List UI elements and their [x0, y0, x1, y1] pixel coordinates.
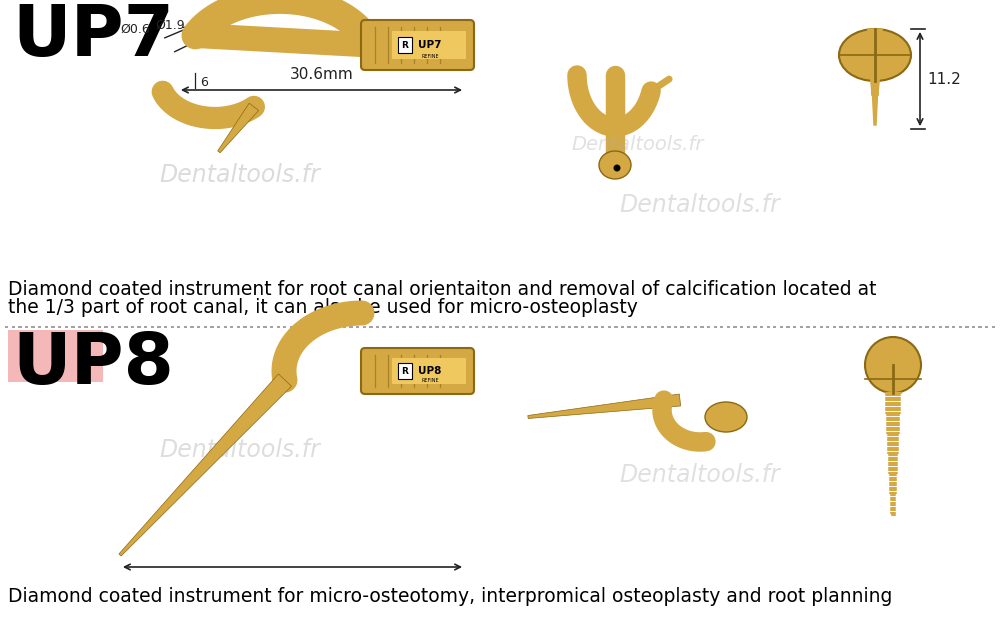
Text: UP7: UP7 — [12, 2, 174, 71]
Polygon shape — [528, 394, 681, 418]
FancyBboxPatch shape — [361, 20, 474, 70]
Text: Dentaltools.fr: Dentaltools.fr — [620, 463, 780, 487]
Text: Dentaltools.fr: Dentaltools.fr — [160, 163, 320, 187]
Text: Dentaltools.fr: Dentaltools.fr — [160, 438, 320, 462]
FancyBboxPatch shape — [392, 358, 466, 384]
Ellipse shape — [705, 402, 747, 432]
Text: 11.2: 11.2 — [927, 72, 961, 86]
Text: Dentaltools.fr: Dentaltools.fr — [572, 135, 704, 154]
Text: Diamond coated instrument for root canal orientaiton and removal of calcificatio: Diamond coated instrument for root canal… — [8, 280, 876, 299]
Text: 30.6mm: 30.6mm — [290, 67, 353, 82]
Ellipse shape — [839, 29, 911, 81]
FancyBboxPatch shape — [8, 330, 103, 382]
Circle shape — [865, 337, 921, 393]
Ellipse shape — [599, 151, 631, 179]
Polygon shape — [868, 29, 882, 95]
Polygon shape — [218, 103, 259, 153]
Text: Ø0.6: Ø0.6 — [120, 22, 150, 36]
Text: R: R — [402, 366, 408, 375]
Text: Dentaltools.fr: Dentaltools.fr — [620, 193, 780, 217]
Polygon shape — [119, 374, 292, 556]
Text: Diamond coated instrument for micro-osteotomy, interpromical osteoplasty and roo: Diamond coated instrument for micro-oste… — [8, 587, 892, 606]
Text: REFINE: REFINE — [421, 53, 439, 58]
Polygon shape — [872, 95, 878, 125]
Text: Ø1.9: Ø1.9 — [155, 18, 185, 32]
FancyBboxPatch shape — [392, 31, 466, 59]
Text: UP8: UP8 — [418, 366, 442, 376]
Circle shape — [614, 164, 620, 171]
Text: UP7: UP7 — [418, 40, 442, 50]
Text: 6: 6 — [200, 76, 208, 88]
Text: R: R — [402, 41, 408, 50]
Text: REFINE: REFINE — [421, 378, 439, 384]
Text: UP8: UP8 — [12, 330, 174, 399]
Text: the 1/3 part of root canal, it can also be used for micro-osteoplasty: the 1/3 part of root canal, it can also … — [8, 298, 638, 317]
FancyBboxPatch shape — [361, 348, 474, 394]
